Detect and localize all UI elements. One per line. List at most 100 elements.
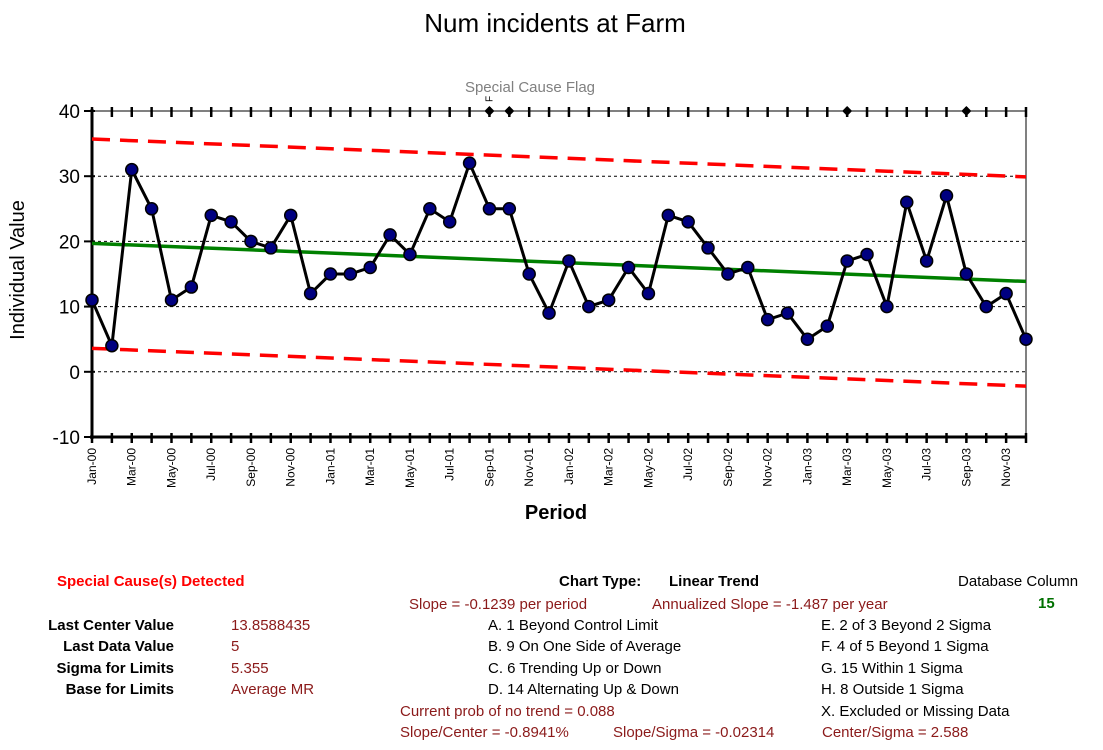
sigma-label: Sigma for Limits [56, 660, 174, 677]
data-point [502, 202, 517, 216]
data-point [721, 267, 735, 281]
special-cause-flag-marker [504, 106, 515, 116]
data-point [343, 267, 358, 281]
x-tick-label: May-03 [880, 448, 894, 488]
data-point [562, 254, 576, 268]
last-data-label: Last Data Value [63, 638, 174, 655]
data-point [582, 299, 596, 314]
data-point [820, 319, 835, 333]
database-column-label: Database Column [958, 573, 1079, 590]
data-point [184, 280, 199, 294]
data-point [264, 241, 278, 255]
data-point [363, 260, 377, 275]
special-cause-flag-title: Special Cause Flag [465, 79, 595, 96]
slope-center: Slope/Center = -0.8941% [400, 724, 569, 741]
x-tick-label: Sep-03 [959, 448, 973, 487]
x-tick-label: Nov-01 [522, 448, 536, 487]
data-point [124, 162, 139, 177]
slope-sigma: Slope/Sigma = -0.02314 [613, 724, 775, 741]
x-tick-label: Sep-00 [244, 448, 258, 487]
x-tick-label: Jan-02 [562, 448, 576, 485]
center-trend-line [91, 241, 1027, 284]
x-tick-label: Sep-02 [721, 448, 735, 487]
x-axis-label: Period [525, 502, 587, 524]
last-data-value: 5 [231, 638, 240, 655]
data-point [542, 306, 556, 320]
rule-a: A. 1 Beyond Control Limit [488, 617, 659, 634]
data-point [959, 267, 974, 281]
data-point [880, 299, 894, 314]
y-tick-label: 20 [59, 232, 80, 253]
data-point [939, 189, 954, 203]
data-point [760, 312, 775, 327]
series-line [90, 159, 1028, 352]
last-center-value: 13.8588435 [231, 617, 311, 634]
y-tick-label: 10 [59, 298, 80, 319]
x-tick-label: Nov-00 [284, 448, 298, 487]
special-cause-status: Special Cause(s) Detected [57, 573, 245, 590]
data-point [681, 215, 695, 229]
data-point [621, 260, 636, 275]
y-tick-label: -10 [53, 428, 80, 449]
x-tick-label: Jul-01 [443, 448, 457, 481]
data-point [244, 234, 258, 249]
special-cause-flag-letter: F [484, 96, 495, 102]
data-point [840, 254, 854, 268]
x-tick-label: Jul-00 [204, 448, 218, 481]
data-point [522, 267, 536, 281]
control-chart: Num incidents at Farm Special Cause Flag… [7, 8, 1033, 524]
data-point [204, 208, 218, 223]
y-tick-label: 40 [59, 102, 80, 123]
upper-control-limit [91, 137, 1027, 179]
data-point [701, 241, 715, 255]
x-tick-label: Jan-00 [85, 448, 99, 485]
x-tick-label: Mar-02 [602, 448, 616, 486]
data-point [800, 332, 815, 346]
data-point [462, 156, 477, 170]
rule-c: C. 6 Trending Up or Down [488, 660, 662, 677]
x-tick-label: Jul-02 [681, 448, 695, 481]
rule-g: G. 15 Within 1 Sigma [821, 660, 963, 677]
x-tick-label: Mar-03 [840, 448, 854, 486]
data-point [482, 202, 497, 216]
special-cause-flag-marker [961, 106, 972, 116]
data-point [164, 293, 179, 307]
rule-b: B. 9 On One Side of Average [488, 638, 682, 655]
data-point [323, 267, 338, 281]
slope-text: Slope = -0.1239 per period [409, 596, 588, 613]
y-tick-label: 0 [69, 363, 80, 384]
data-point [641, 286, 656, 301]
rule-x: X. Excluded or Missing Data [821, 703, 1010, 720]
prob-no-trend: Current prob of no trend = 0.088 [400, 703, 615, 720]
x-tick-label: Sep-01 [482, 448, 496, 487]
x-tick-label: Mar-00 [125, 448, 139, 486]
x-tick-label: May-02 [641, 448, 655, 488]
data-point [919, 254, 934, 268]
data-point [423, 202, 437, 216]
data-point [601, 293, 616, 307]
last-center-label: Last Center Value [48, 617, 174, 634]
x-tick-label: May-01 [403, 448, 417, 488]
y-tick-label: 30 [59, 167, 80, 188]
chart-type-value: Linear Trend [669, 573, 760, 590]
x-tick-label: Nov-02 [761, 448, 775, 487]
y-axis-label: Individual Value [7, 200, 29, 340]
annualized-slope-text: Annualized Slope = -1.487 per year [652, 596, 888, 613]
center-sigma: Center/Sigma = 2.588 [822, 724, 969, 741]
data-point [741, 260, 755, 275]
rule-d: D. 14 Alternating Up & Down [488, 681, 679, 698]
base-value: Average MR [231, 681, 315, 698]
data-point [1019, 332, 1033, 346]
sigma-value: 5.355 [231, 660, 269, 677]
x-tick-label: Jan-01 [323, 448, 337, 485]
rule-f: F. 4 of 5 Beyond 1 Sigma [821, 638, 989, 655]
data-point [999, 286, 1013, 301]
rule-e: E. 2 of 3 Beyond 2 Sigma [821, 617, 992, 634]
data-point [383, 228, 397, 242]
data-point [105, 338, 119, 353]
chart-title: Num incidents at Farm [424, 8, 686, 38]
data-point [442, 215, 457, 229]
data-point [403, 247, 417, 262]
special-cause-flag-marker [484, 106, 495, 116]
data-point [860, 247, 874, 262]
